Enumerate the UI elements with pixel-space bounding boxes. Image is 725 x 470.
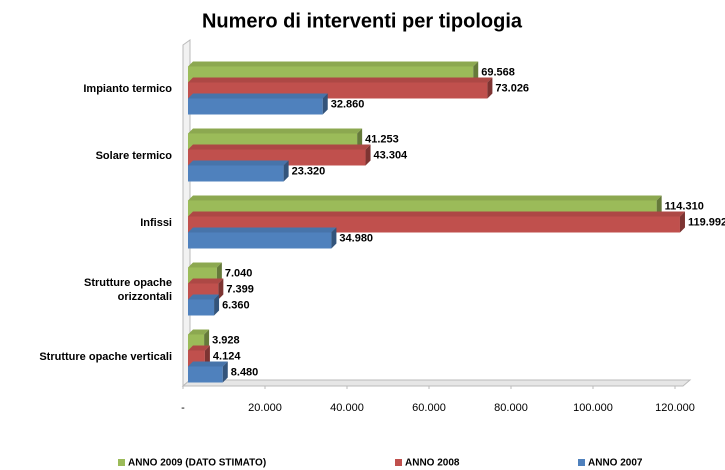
- bar-side: [365, 144, 371, 166]
- bar-side: [473, 61, 479, 83]
- x-tick-label: -: [181, 402, 185, 414]
- bar-side: [331, 227, 337, 249]
- value-label: 8.480: [231, 366, 259, 378]
- bar-top: [188, 144, 371, 150]
- bar-top: [188, 211, 685, 217]
- y-tick-label: Solare termico: [95, 149, 172, 162]
- value-label: 73.026: [495, 82, 529, 94]
- value-label: 69.568: [481, 66, 515, 78]
- value-label: 7.399: [226, 283, 254, 295]
- bar-side: [679, 211, 685, 233]
- legend-label: ANNO 2009 (DATO STIMATO): [128, 458, 266, 469]
- legend-swatch: [395, 459, 402, 466]
- bar-side: [214, 294, 220, 316]
- x-tick-label: 40.000: [330, 402, 364, 414]
- y-tick-label: Impianto termico: [83, 82, 172, 95]
- legend-label: ANNO 2008: [405, 458, 460, 469]
- legend-swatch: [578, 459, 585, 466]
- bar-side: [222, 361, 228, 383]
- bar-side: [357, 128, 363, 150]
- y-tick-label: Infissi: [140, 216, 172, 229]
- axis-floor: [181, 379, 692, 387]
- value-label: 7.040: [225, 267, 253, 279]
- legend-label: ANNO 2007: [588, 458, 643, 469]
- bar-side: [204, 345, 210, 367]
- bar-face: [188, 232, 332, 249]
- value-label: 34.980: [339, 232, 373, 244]
- value-label: 3.928: [212, 334, 240, 346]
- bar-top: [188, 61, 479, 67]
- x-tick-label: 60.000: [412, 402, 446, 414]
- bar-top: [188, 262, 222, 268]
- bar-top: [188, 294, 220, 300]
- y-tick-label: Strutture opache orizzontali: [83, 276, 172, 303]
- bar: [188, 227, 337, 249]
- bar-top: [188, 93, 328, 99]
- value-label: 114.310: [665, 200, 704, 212]
- bar-top: [188, 278, 224, 284]
- bar-face: [188, 98, 323, 115]
- bar-side: [216, 262, 222, 284]
- bar-side: [218, 278, 224, 300]
- bar-face: [188, 299, 215, 316]
- bar: [188, 294, 220, 316]
- bar-top: [188, 227, 337, 233]
- x-tick-label: 80.000: [494, 402, 528, 414]
- legend-swatch: [118, 459, 125, 466]
- bar-side: [283, 160, 289, 182]
- x-tick-label: 100.000: [573, 402, 613, 414]
- bar-top: [188, 361, 228, 367]
- bar-top: [188, 329, 210, 335]
- chart-title: Numero di interventi per tipologia: [202, 10, 523, 32]
- bar: [188, 361, 228, 383]
- value-label: 4.124: [213, 350, 241, 362]
- bar-top: [188, 345, 210, 351]
- value-label: 43.304: [374, 149, 409, 161]
- bar: [188, 160, 289, 182]
- bar-side: [487, 77, 493, 99]
- value-label: 6.360: [222, 299, 250, 311]
- x-tick-label: 120.000: [655, 402, 695, 414]
- bar: [188, 93, 328, 115]
- bar-face: [188, 366, 223, 383]
- value-label: 41.253: [365, 133, 399, 145]
- x-tick-label: 20.000: [248, 402, 282, 414]
- bar-face: [188, 165, 284, 182]
- value-label: 23.320: [292, 165, 326, 177]
- y-tick-label: Strutture opache verticali: [39, 350, 172, 363]
- bar-side: [656, 195, 662, 217]
- value-label: 119.992: [688, 216, 725, 228]
- bar-side: [204, 329, 210, 351]
- bar-top: [188, 195, 662, 201]
- bar-top: [188, 128, 363, 134]
- bar-top: [188, 160, 289, 166]
- bar-side: [322, 93, 328, 115]
- bar-top: [188, 77, 493, 83]
- value-label: 32.860: [331, 98, 365, 110]
